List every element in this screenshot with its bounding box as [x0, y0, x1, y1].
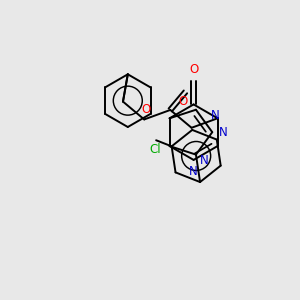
Text: N: N [211, 109, 220, 122]
Text: O: O [179, 95, 188, 108]
Text: Cl: Cl [149, 143, 161, 156]
Text: N: N [219, 126, 228, 139]
Text: O: O [142, 103, 151, 116]
Text: N: N [200, 154, 208, 167]
Text: N: N [189, 165, 198, 178]
Text: O: O [189, 63, 198, 76]
